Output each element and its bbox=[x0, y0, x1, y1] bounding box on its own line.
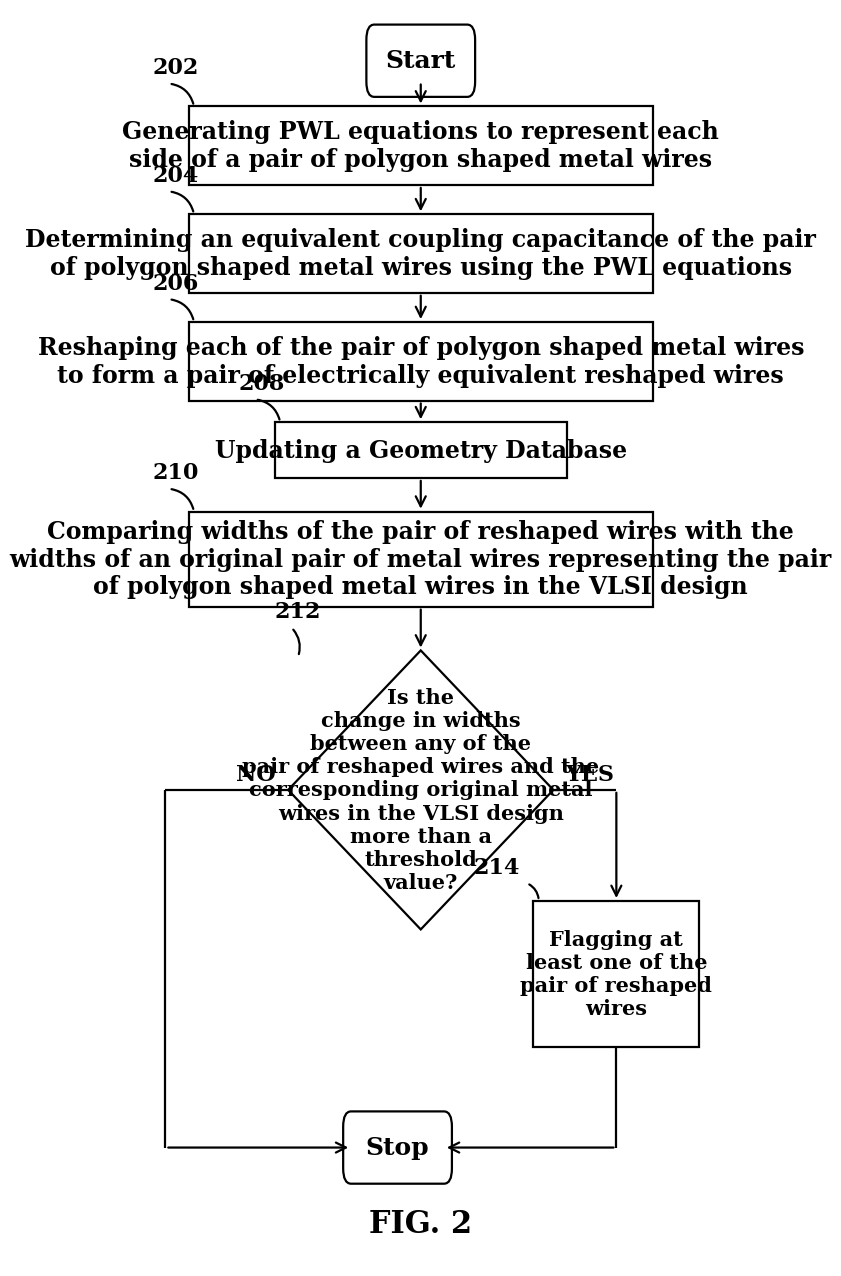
FancyBboxPatch shape bbox=[366, 26, 475, 97]
Text: Is the
change in widths
between any of the
pair of reshaped wires and the
corres: Is the change in widths between any of t… bbox=[242, 688, 599, 893]
Bar bbox=[188, 323, 653, 401]
Text: Flagging at
least one of the
pair of reshaped
wires: Flagging at least one of the pair of res… bbox=[520, 929, 711, 1018]
Text: Comparing widths of the pair of reshaped wires with the
widths of an original pa: Comparing widths of the pair of reshaped… bbox=[9, 519, 832, 600]
Bar bbox=[188, 107, 653, 185]
Text: 202: 202 bbox=[152, 57, 198, 79]
Text: NO: NO bbox=[236, 764, 276, 786]
Text: 204: 204 bbox=[152, 165, 198, 186]
Text: 208: 208 bbox=[238, 373, 284, 394]
Text: Updating a Geometry Database: Updating a Geometry Database bbox=[214, 439, 627, 462]
FancyBboxPatch shape bbox=[343, 1111, 452, 1184]
Text: 206: 206 bbox=[152, 273, 198, 295]
Text: 210: 210 bbox=[152, 462, 198, 484]
Bar bbox=[533, 901, 699, 1046]
Polygon shape bbox=[288, 651, 553, 929]
Text: FIG. 2: FIG. 2 bbox=[369, 1208, 472, 1239]
Text: 212: 212 bbox=[275, 601, 321, 623]
Text: Reshaping each of the pair of polygon shaped metal wires
to form a pair of elect: Reshaping each of the pair of polygon sh… bbox=[38, 336, 803, 388]
Bar bbox=[275, 422, 566, 478]
Text: Determining an equivalent coupling capacitance of the pair
of polygon shaped met: Determining an equivalent coupling capac… bbox=[25, 228, 816, 279]
Bar bbox=[188, 214, 653, 293]
Text: YES: YES bbox=[565, 764, 614, 786]
Text: 214: 214 bbox=[473, 856, 520, 878]
Text: Stop: Stop bbox=[366, 1136, 429, 1160]
Bar bbox=[188, 512, 653, 607]
Text: Start: Start bbox=[385, 50, 456, 73]
Text: Generating PWL equations to represent each
side of a pair of polygon shaped meta: Generating PWL equations to represent ea… bbox=[122, 120, 719, 172]
